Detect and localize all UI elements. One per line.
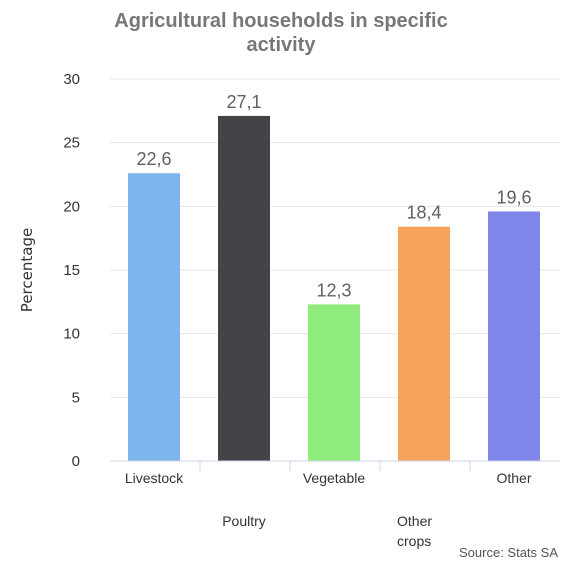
data-labels: 22,6 27,1 12,3 18,4 19,6 xyxy=(136,92,531,300)
category-label: Poultry xyxy=(222,513,266,529)
source-credit: Source: Stats SA xyxy=(459,545,558,560)
y-tick-label: 25 xyxy=(63,135,80,152)
chart-title-line: activity xyxy=(247,34,317,56)
y-tick-label: 10 xyxy=(63,326,80,343)
bar-other xyxy=(488,211,540,461)
y-tick-label: 15 xyxy=(63,262,80,279)
category-label: Other xyxy=(496,470,531,486)
x-axis-ticks xyxy=(199,461,471,471)
bar-livestock xyxy=(128,173,180,461)
category-label: Other crops xyxy=(397,513,432,549)
chart-title-line: Agricultural households in specific xyxy=(114,10,447,32)
data-label: 27,1 xyxy=(226,92,261,112)
gridlines xyxy=(110,78,560,398)
data-label: 18,4 xyxy=(406,203,441,223)
category-label: Livestock xyxy=(125,470,184,486)
category-labels: Livestock Poultry Vegetable Other crops Other xyxy=(125,470,532,549)
y-tick-label: 5 xyxy=(72,389,80,406)
bar-other-crops xyxy=(398,226,450,461)
y-axis-ticks: 0 5 10 15 20 25 30 xyxy=(63,71,80,470)
category-label: Vegetable xyxy=(303,470,365,486)
bars xyxy=(128,115,540,461)
data-label: 22,6 xyxy=(136,149,171,169)
data-label: 12,3 xyxy=(316,280,351,300)
y-tick-label: 30 xyxy=(63,71,80,88)
bar-vegetable xyxy=(308,304,360,461)
data-label: 19,6 xyxy=(496,187,531,207)
y-axis-label: Percentage xyxy=(18,228,36,312)
y-tick-label: 20 xyxy=(63,198,80,215)
bar-poultry xyxy=(218,115,270,461)
y-tick-label: 0 xyxy=(72,453,80,470)
chart-title: Agricultural households in specificactiv… xyxy=(114,10,447,56)
